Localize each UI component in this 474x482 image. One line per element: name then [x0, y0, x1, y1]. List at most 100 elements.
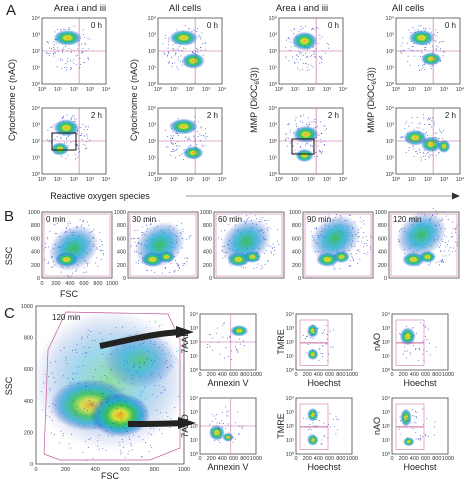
scatter-dot	[224, 427, 226, 429]
panel-c-small-xtick: 600	[325, 372, 334, 378]
scatter-dot	[328, 47, 330, 49]
panel-a-ytick: 10³	[269, 123, 277, 129]
scatter-dot	[154, 320, 156, 322]
scatter-dot	[64, 67, 65, 69]
scatter-dot	[211, 413, 213, 415]
scatter-dot	[284, 138, 286, 140]
scatter-dot	[131, 352, 133, 354]
panel-c-small-xlabel: Annexin V	[207, 462, 248, 472]
scatter-dot	[126, 354, 128, 355]
scatter-dot	[81, 51, 83, 53]
scatter-dot	[418, 25, 420, 27]
gate-box	[43, 213, 111, 277]
scatter-dot	[284, 133, 286, 135]
scatter-dot	[132, 346, 134, 348]
scatter-dot	[319, 347, 321, 349]
scatter-dot	[405, 325, 407, 327]
scatter-dot	[170, 418, 172, 420]
scatter-dot	[136, 371, 138, 373]
scatter-dot	[152, 393, 153, 395]
scatter-dot	[176, 263, 178, 265]
panel-b-ytick: 200	[378, 263, 387, 269]
scatter-dot	[303, 114, 305, 116]
scatter-dot	[124, 457, 126, 459]
panel-b-ytick: 0	[384, 276, 387, 282]
panel-a-xtick: 10⁰	[392, 176, 401, 183]
scatter-dot	[265, 220, 267, 221]
scatter-dot	[423, 114, 424, 116]
scatter-dot	[133, 365, 135, 366]
scatter-dot	[178, 49, 180, 51]
scatter-dot	[127, 406, 129, 408]
scatter-dot	[84, 43, 86, 44]
scatter-dot	[238, 338, 240, 340]
density-core	[402, 252, 425, 267]
scatter-dot	[41, 391, 43, 393]
scatter-dot	[308, 429, 310, 431]
scatter-dot	[47, 246, 49, 248]
scatter-dot	[101, 393, 103, 394]
scatter-dot	[423, 155, 425, 157]
scatter-dot	[75, 411, 77, 413]
scatter-dot	[161, 358, 163, 360]
scatter-dot	[337, 429, 339, 431]
scatter-dot	[363, 220, 365, 221]
scatter-dot	[188, 237, 190, 239]
scatter-dot	[321, 58, 323, 60]
scatter-dot	[431, 31, 433, 33]
scatter-dot	[439, 247, 441, 249]
scatter-dot	[133, 238, 135, 239]
scatter-dot	[320, 352, 322, 354]
scatter-dot	[102, 353, 104, 355]
scatter-dot	[407, 340, 409, 342]
scatter-dot	[318, 149, 320, 151]
scatter-dot	[314, 56, 316, 58]
scatter-dot	[92, 402, 94, 404]
scatter-dot	[60, 58, 62, 60]
scatter-dot	[135, 327, 137, 329]
scatter-dot	[173, 49, 175, 51]
panel-a-xtick: 10⁰	[154, 176, 163, 183]
scatter-dot	[142, 354, 144, 356]
panel-c-small-ytick: 10²	[190, 424, 198, 430]
scatter-dot	[177, 47, 179, 49]
panel-c-small-xtick: 200	[207, 372, 216, 378]
scatter-dot	[310, 28, 312, 30]
scatter-dot	[212, 337, 214, 339]
scatter-dot	[54, 224, 56, 226]
scatter-dot	[370, 249, 371, 250]
time-label: 0 h	[91, 21, 102, 30]
scatter-dot	[177, 147, 179, 149]
scatter-dot	[242, 428, 243, 429]
scatter-dot	[151, 374, 153, 375]
scatter-dot	[87, 221, 89, 223]
scatter-dot	[317, 145, 319, 147]
scatter-dot	[184, 25, 186, 26]
panel-c-small-ytick: 10⁰	[190, 367, 199, 374]
panel-a-ytick: 10³	[32, 123, 40, 129]
panel-a-ytick: 10¹	[32, 156, 40, 162]
scatter-dot	[303, 55, 305, 56]
scatter-dot	[309, 123, 311, 125]
scatter-dot	[314, 119, 316, 120]
panel-c-small-ytick: 10⁴	[382, 395, 391, 402]
scatter-dot	[87, 138, 89, 139]
scatter-dot	[369, 246, 371, 248]
scatter-dot	[428, 435, 429, 437]
scatter-dot	[219, 422, 221, 424]
scatter-dot	[418, 123, 420, 125]
scatter-dot	[101, 365, 103, 367]
scatter-dot	[357, 262, 358, 264]
panel-a-letter: A	[6, 2, 16, 19]
density-blob	[295, 148, 314, 163]
scatter-dot	[65, 157, 67, 159]
panel-a-xtick: 10¹	[408, 87, 416, 93]
scatter-dot	[318, 327, 319, 329]
panel-a-ytick: 10²	[32, 49, 40, 55]
scatter-dot	[453, 247, 455, 249]
scatter-dot	[177, 264, 179, 266]
scatter-dot	[161, 392, 163, 394]
panel-a-xtick: 10³	[323, 87, 331, 93]
